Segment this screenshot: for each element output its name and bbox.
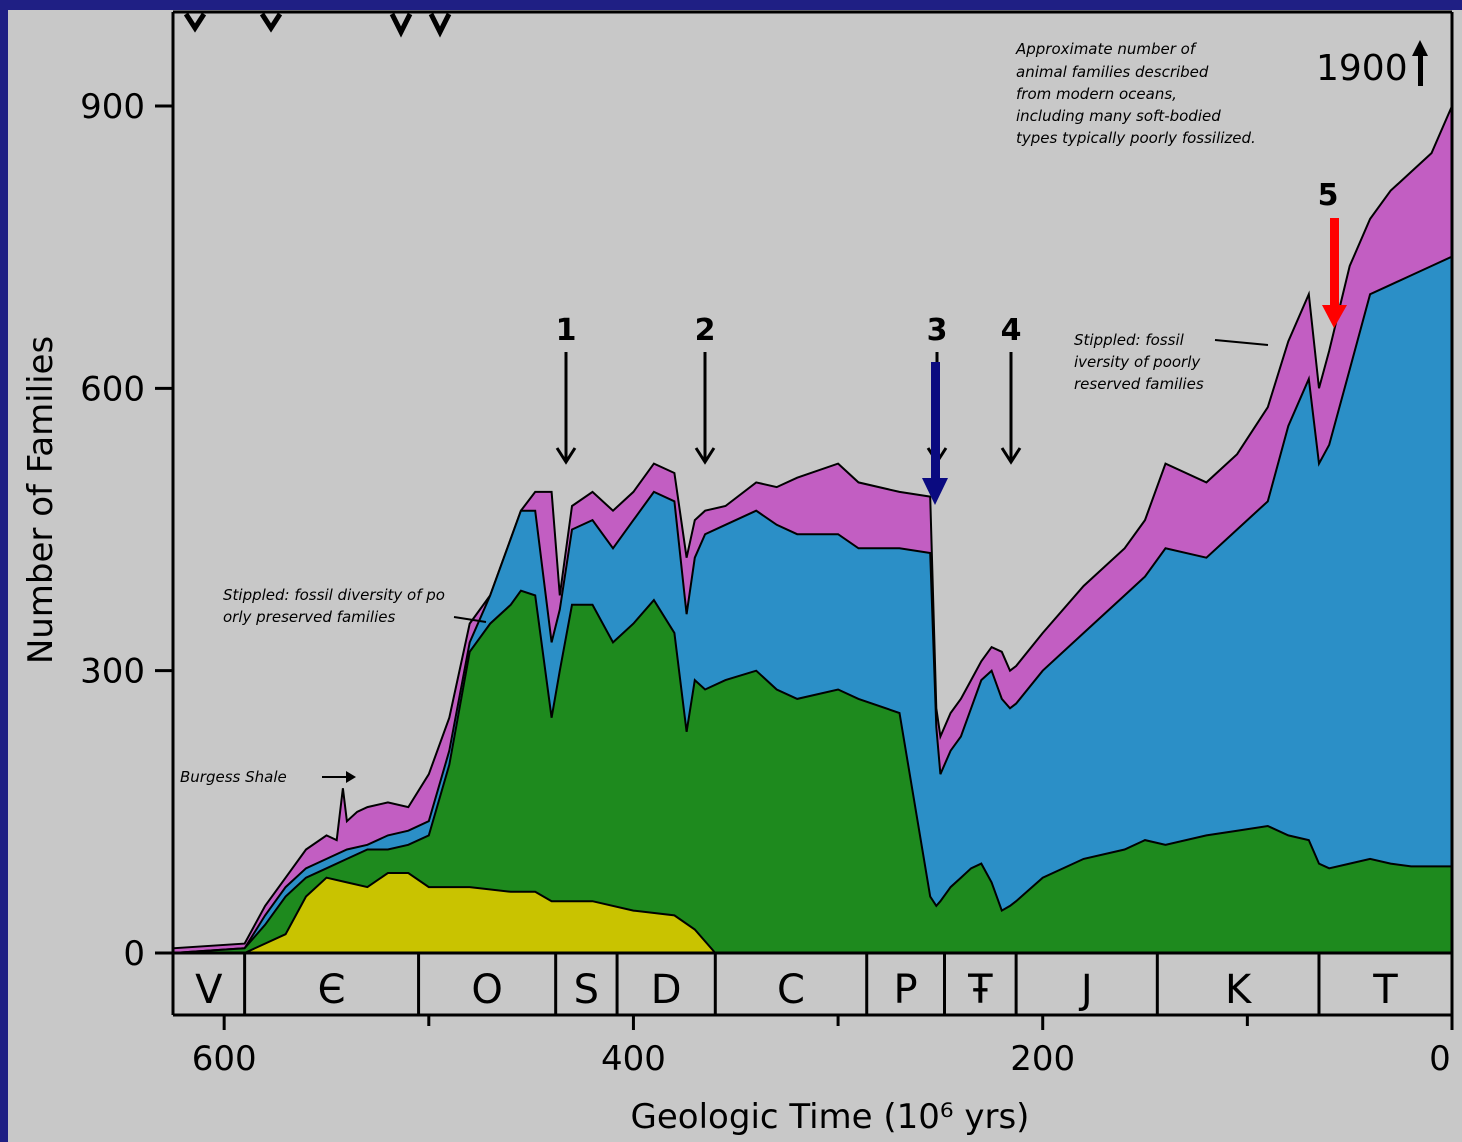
annotation-burgess-shale: Burgess Shale: [180, 768, 287, 786]
x-tick-label: 600: [192, 1039, 257, 1079]
extinction-label: 4: [1001, 313, 1022, 348]
annotation-stippled-right: Stippled: fossil iversity of poorly rese…: [1074, 331, 1205, 393]
annotation-modern-oceans: Approximate number of animal families de…: [1015, 40, 1256, 147]
extinction-label: 1: [556, 313, 577, 348]
top-cropped-markers: [183, 12, 452, 38]
period-dividers: [171, 953, 1454, 1015]
period-label: J: [1078, 967, 1093, 1013]
red-arrow: [1322, 218, 1347, 328]
period-label: K: [1225, 967, 1253, 1013]
y-tick-label: 900: [80, 87, 145, 127]
extinction-arrowhead: [694, 447, 716, 465]
x-ticks: 600 400 200 0: [192, 1015, 1454, 1079]
annotation-1900: 1900: [1316, 48, 1408, 89]
x-axis-title: Geologic Time (10⁶ yrs): [631, 1097, 1030, 1137]
period-label: C: [777, 967, 805, 1013]
extinction-label: 2: [695, 313, 716, 348]
x-tick-label: 400: [601, 1039, 666, 1079]
period-label: D: [651, 967, 682, 1013]
annotation-stippled-left: Stippled: fossil diversity of po orly pr…: [223, 586, 450, 626]
y-tick-label: 600: [80, 369, 145, 409]
up-arrow-1900: [1412, 40, 1428, 86]
y-tick-label: 300: [80, 652, 145, 692]
extinction-label: 5: [1318, 178, 1339, 213]
area-series-1: [172, 589, 1453, 954]
period-label: O: [471, 967, 502, 1013]
area-layers: [172, 105, 1453, 954]
y-ticks: 0 300 600 900: [80, 87, 173, 974]
period-label: T: [1372, 967, 1398, 1013]
period-label: Ŧ: [967, 967, 993, 1013]
y-axis-title: Number of Families: [21, 336, 61, 664]
extinction-label: 3: [927, 313, 948, 348]
burgess-pointer-head: [346, 771, 356, 783]
stippled-right-pointer: [1214, 339, 1269, 346]
period-label: P: [894, 967, 918, 1013]
y-tick-label: 0: [123, 934, 145, 974]
x-tick-label: 200: [1010, 1039, 1075, 1079]
period-label: S: [574, 967, 599, 1013]
extinction-arrowhead: [1000, 447, 1022, 465]
period-label: Є: [318, 967, 346, 1013]
stippled-left-pointer: [453, 616, 487, 623]
x-tick-label: 0: [1429, 1039, 1451, 1079]
extinction-arrowhead: [555, 447, 577, 465]
period-label: V: [195, 967, 223, 1013]
blue-arrow: [922, 362, 948, 505]
extinction-markers: 1 2 3 4 5: [555, 178, 1339, 465]
